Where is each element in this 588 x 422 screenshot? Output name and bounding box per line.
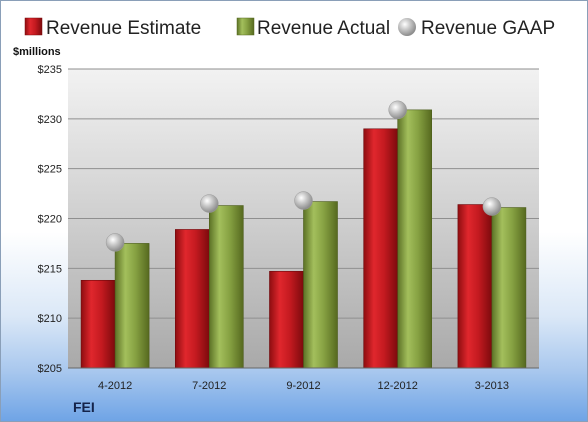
y-tick-label: $215 [38,263,62,275]
marker-revenue-gaap [105,233,125,252]
bar-revenue-actual [303,201,338,369]
bar-revenue-actual [209,205,244,369]
y-tick-label: $205 [38,363,62,375]
y-axis-ticks: $205 $210 $215 $220 $225 $230 $235 [38,64,62,375]
y-tick-label: $235 [38,64,62,76]
bar-revenue-actual [114,243,150,369]
bar-revenue-estimate [269,271,304,369]
marker-revenue-gaap [294,191,313,210]
bars [80,109,527,369]
legend: Revenue Estimate Revenue Actual Revenue … [24,17,555,39]
bar-revenue-actual [491,207,527,369]
x-axis-ticks: 4-2012 7-2012 9-2012 12-2012 3-2013 [98,380,509,392]
y-tick-label: $225 [38,164,62,176]
marker-revenue-gaap [200,194,219,213]
y-axis-unit-label: $millions [13,46,61,58]
legend-label-revenue-gaap: Revenue GAAP [421,18,555,39]
company-label: FEI [73,399,95,415]
x-tick-label: 4-2012 [98,380,132,392]
gaap-markers [105,100,502,252]
marker-revenue-gaap [482,197,502,216]
legend-swatch-revenue-actual [236,17,255,36]
x-tick-label: 7-2012 [192,380,226,392]
x-tick-label: 9-2012 [286,380,320,392]
y-tick-label: $210 [38,313,62,325]
y-tick-label: $220 [38,214,62,226]
bar-revenue-estimate [457,204,493,369]
x-tick-label: 3-2013 [475,380,509,392]
marker-revenue-gaap [388,100,407,120]
legend-label-revenue-estimate: Revenue Estimate [46,18,201,39]
x-tick-label: 12-2012 [378,380,418,392]
bar-revenue-actual [397,109,433,369]
y-tick-label: $230 [38,114,62,126]
legend-marker-revenue-gaap [398,18,416,36]
bar-revenue-estimate [363,128,399,369]
bar-revenue-estimate [80,279,116,369]
legend-label-revenue-actual: Revenue Actual [257,18,390,39]
bar-revenue-estimate [175,229,210,369]
legend-swatch-revenue-estimate [24,17,43,36]
